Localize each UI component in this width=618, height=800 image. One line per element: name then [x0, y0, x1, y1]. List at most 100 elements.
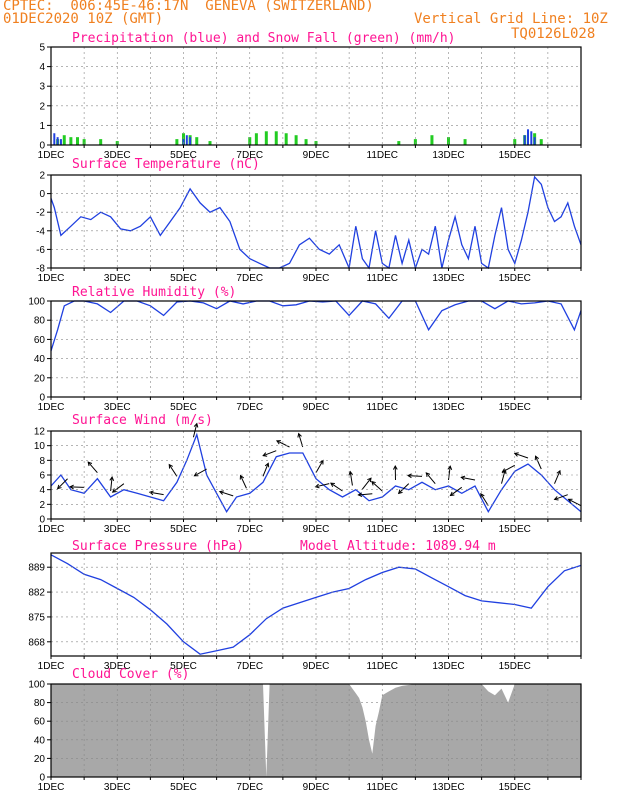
wind-arrow-head	[556, 469, 561, 475]
snow-bar	[539, 139, 543, 145]
y-tick-label: 3	[39, 82, 45, 93]
y-tick-label: 20	[34, 373, 46, 384]
snow-bar	[248, 137, 252, 145]
y-tick-label: 4	[39, 62, 45, 73]
y-tick-label: 100	[28, 680, 45, 691]
x-tick-label: 5DEC	[170, 524, 197, 535]
wind-arrow-head	[239, 474, 245, 480]
plot-frame	[50, 430, 582, 520]
wind-arrow-head	[567, 498, 573, 503]
snow-bar	[208, 141, 212, 145]
x-tick-label: 11DEC	[367, 150, 399, 161]
precip-bar	[56, 137, 59, 145]
wind-arrow	[450, 486, 463, 496]
wind-arrow	[262, 463, 269, 477]
panel-2: 0 20 40 60 80 100 1DEC 3DEC 5DEC 7DEC 9DEC 11DEC 13D…	[28, 285, 582, 413]
x-tick-label: 3DEC	[104, 273, 131, 284]
wind-arrow-head	[406, 473, 412, 479]
wind-arrow-head	[513, 452, 519, 457]
wind-arrow-head	[56, 484, 62, 490]
plot-frame	[50, 174, 582, 269]
snow-bar	[284, 133, 288, 145]
wind-arrow-head	[264, 462, 270, 468]
x-tick-label: 9DEC	[303, 273, 330, 284]
x-tick-label: 11DEC	[367, 524, 399, 535]
y-tick-label: 2	[39, 171, 45, 182]
x-tick-label: 3DEC	[104, 782, 131, 793]
y-tick-label: 40	[34, 735, 46, 746]
precip-bar	[185, 135, 188, 145]
wind-arrow-head	[193, 472, 199, 477]
snow-bar	[69, 137, 73, 145]
precip-bar	[59, 139, 62, 145]
panel-title: Relative Humidity (%)	[72, 285, 236, 300]
x-tick-label: 5DEC	[170, 661, 197, 672]
x-tick-label: 7DEC	[236, 150, 263, 161]
panel-title: Surface Pressure (hPa)	[72, 539, 244, 554]
wind-arrow	[110, 477, 113, 492]
snow-bar	[195, 137, 199, 145]
x-tick-label: 3DEC	[104, 524, 131, 535]
x-tick-label: 13DEC	[432, 782, 464, 793]
x-tick-label: 15DEC	[499, 150, 531, 161]
wind-arrow	[315, 483, 330, 488]
y-tick-label: 1	[39, 121, 45, 132]
x-tick-label: 15DEC	[499, 782, 531, 793]
snow-bar	[254, 133, 258, 145]
x-tick-label: 13DEC	[432, 273, 464, 284]
wind-arrow-head	[148, 490, 154, 496]
header-datetime: 01DEC2020 10Z (GMT)	[3, 11, 164, 27]
header-code: TQ0126L028	[511, 26, 596, 42]
y-tick-label: -6	[36, 245, 45, 256]
wind-arrow	[535, 456, 542, 470]
panel-title: Surface Temperature (nC)	[72, 157, 260, 172]
header-station: CPTEC: 006:45E-46:17N GENEVA (SWITZERLAN…	[3, 0, 374, 14]
x-tick-label: 7DEC	[236, 661, 263, 672]
series-line	[50, 554, 582, 655]
wind-arrow	[407, 475, 423, 477]
wind-arrow-head	[348, 470, 354, 476]
precip-bar	[189, 137, 192, 145]
x-tick-label: 9DEC	[303, 150, 330, 161]
wind-arrow-head	[69, 484, 74, 490]
wind-arrow-head	[392, 464, 398, 470]
snow-bar	[62, 135, 66, 145]
snow-bar	[264, 131, 268, 145]
panel-title: Precipitation (blue) and Snow Fall (gree…	[72, 31, 456, 46]
wind-arrow-head	[314, 483, 320, 489]
wind-arrow-head	[193, 422, 199, 428]
x-tick-label: 3DEC	[104, 402, 131, 413]
y-tick-label: 60	[34, 335, 46, 346]
precip-bar	[53, 133, 56, 145]
x-tick-label: 3DEC	[104, 661, 131, 672]
wind-arrow	[57, 478, 68, 490]
x-tick-label: 7DEC	[236, 273, 263, 284]
wind-arrow	[425, 472, 436, 484]
wind-arrow	[358, 493, 373, 496]
y-tick-label: 2	[39, 101, 45, 112]
y-tick-label: 0	[39, 141, 45, 152]
precip-bar	[530, 131, 533, 145]
header-grid-line: Vertical Grid Line: 10Z	[414, 11, 608, 27]
wind-arrow-head	[367, 477, 372, 483]
wind-arrow-head	[168, 463, 174, 469]
wind-arrow	[298, 433, 304, 448]
wind-arrow-head	[218, 490, 224, 495]
x-tick-label: 9DEC	[303, 524, 330, 535]
snow-bar	[397, 141, 401, 145]
x-tick-label: 7DEC	[236, 782, 263, 793]
x-tick-label: 1DEC	[38, 273, 65, 284]
y-tick-label: 6	[39, 471, 45, 482]
y-tick-label: 40	[34, 354, 46, 365]
wind-arrow	[554, 470, 561, 484]
plot-frame	[50, 46, 582, 146]
y-tick-label: 10	[34, 441, 46, 452]
series-line	[50, 300, 582, 352]
series-line	[50, 432, 582, 514]
snow-bar	[274, 131, 278, 145]
wind-arrow-head	[330, 482, 335, 487]
wind-arrow	[361, 477, 372, 490]
wind-arrow-head	[87, 461, 93, 467]
x-tick-label: 5DEC	[170, 273, 197, 284]
